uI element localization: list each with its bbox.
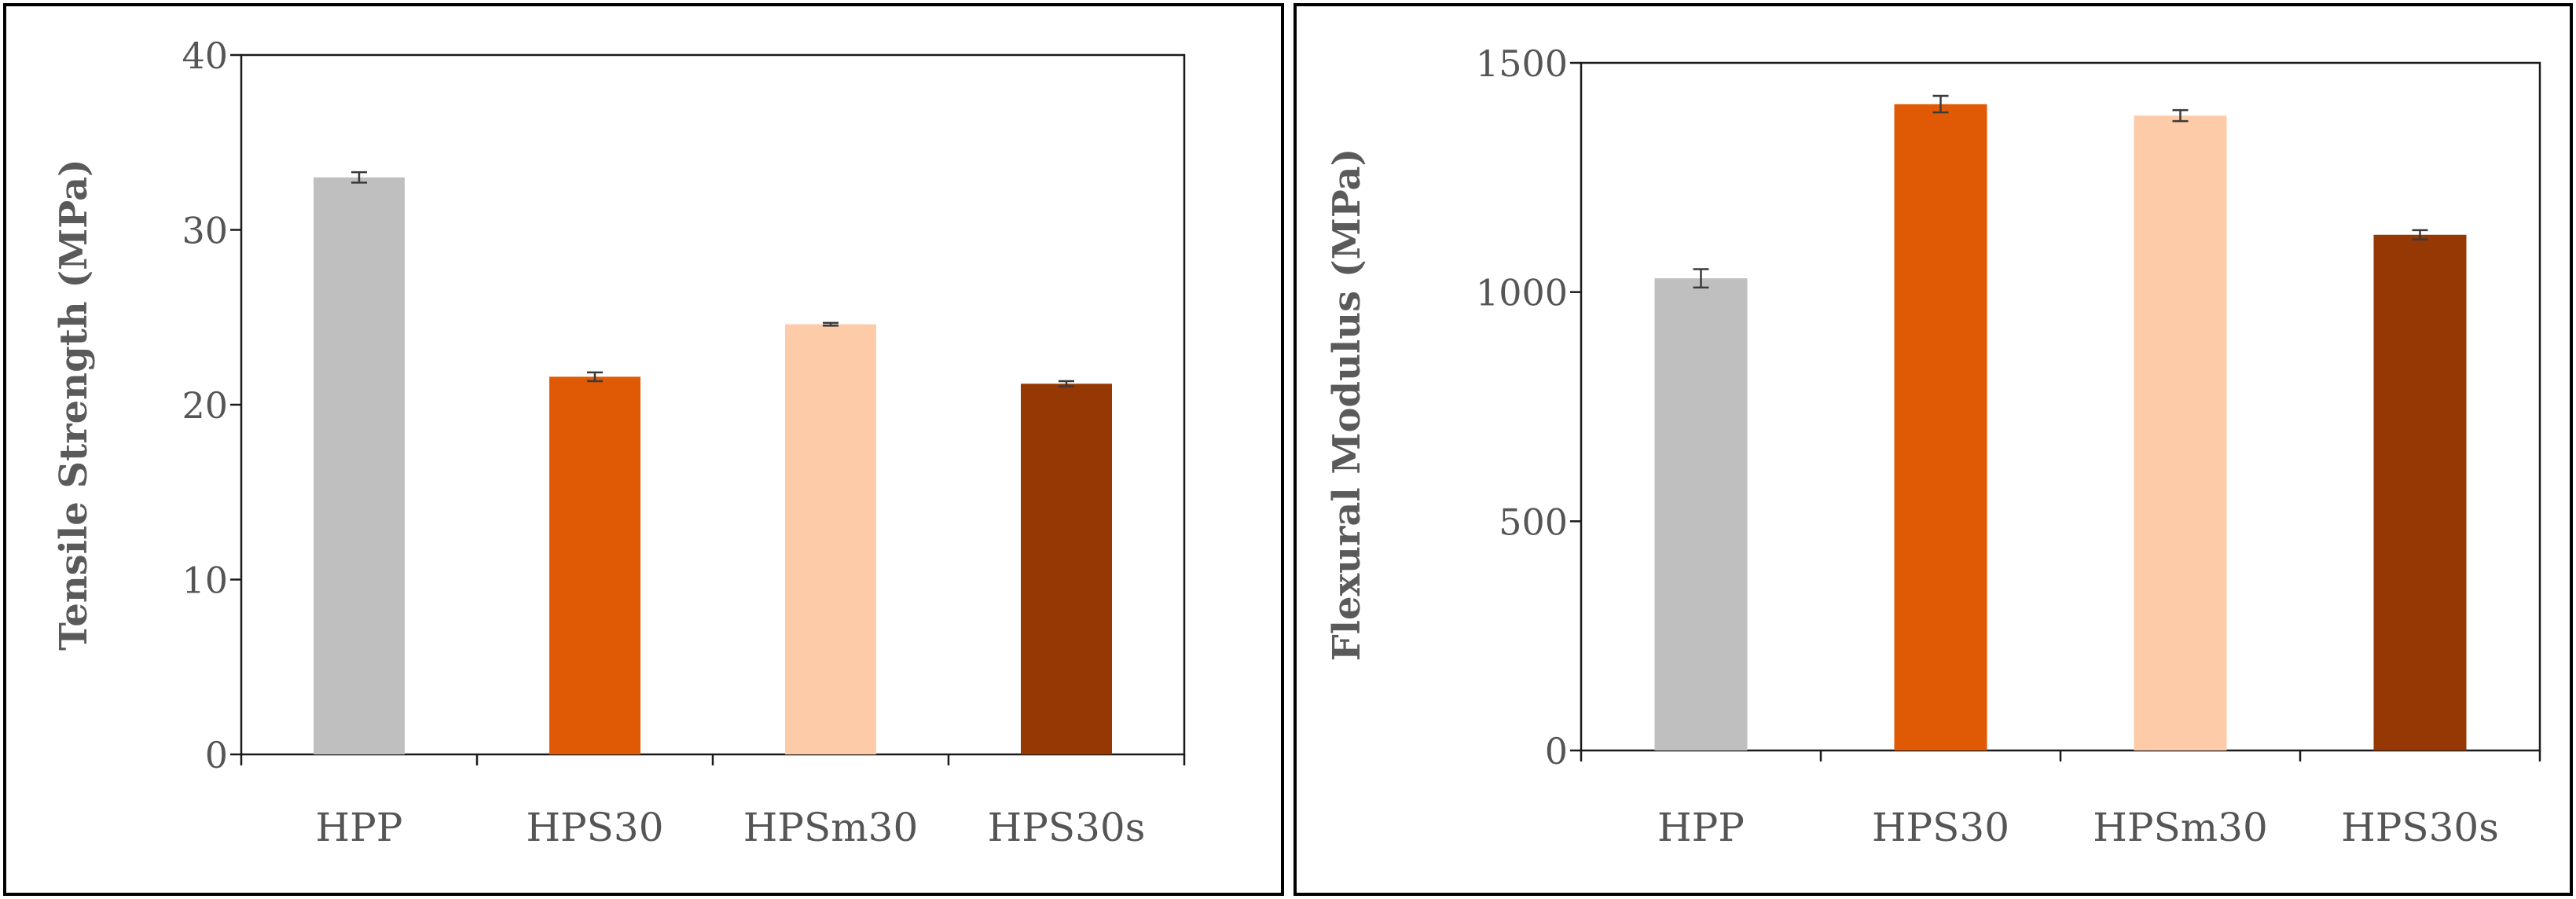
bar-hps30 [1894,104,1987,750]
bar-hps30s [2373,234,2467,750]
error-bar-hpp [1693,268,1709,289]
bar-hpp [314,177,405,754]
x-tick-label: HPS30s [2341,805,2499,850]
y-ticks: 0 10 20 30 40 [182,35,241,776]
y-tick-label: 1000 [1476,272,1568,314]
bar-hpsm30 [785,324,876,754]
error-bar-hpp [351,171,367,184]
error-bar-hps30s [2412,229,2428,240]
error-bar-hpsm30 [823,321,838,327]
tensile-strength-panel: Tensile Strength (MPa) 0 10 20 30 40 HPP HPS3… [3,3,1284,896]
bar-hps30s [1021,383,1112,754]
y-tick-label: 500 [1499,501,1568,543]
x-tick-label: HPSm30 [743,805,919,850]
error-bar-hps30s [1059,380,1074,387]
error-bar-hpsm30 [2172,108,2189,123]
x-tick-label: HPP [1657,805,1745,850]
x-tick-label: HPP [316,805,403,850]
x-tick-label: HPS30 [1872,805,2009,850]
bars [314,171,1112,754]
y-tick-label: 20 [182,384,228,427]
y-axis-title: Tensile Strength (MPa) [52,159,96,651]
error-bar-hps30 [587,371,603,383]
y-tick-label: 30 [182,210,228,252]
y-ticks: 0 500 1000 1500 [1476,42,1581,772]
y-tick-label: 0 [205,734,228,776]
bar-hpp [1654,278,1748,751]
x-ticks: HPP HPS30 HPSm30 HPS30s [1580,750,2541,850]
error-bar-hps30 [1932,94,1949,114]
x-tick-label: HPS30s [988,805,1146,850]
y-tick-label: 10 [182,560,228,602]
x-ticks: HPP HPS30 HPSm30 HPS30s [240,754,1186,850]
bar-hps30 [549,376,640,754]
y-axis-title: Flexural Modulus (MPa) [1325,149,1369,662]
y-tick-label: 0 [1545,730,1568,772]
x-tick-label: HPSm30 [2093,805,2268,850]
bars [1654,94,2467,751]
bar-hpsm30 [2134,116,2227,751]
x-tick-label: HPS30 [526,805,663,850]
y-tick-label: 1500 [1476,42,1568,85]
y-tick-label: 40 [182,35,228,77]
